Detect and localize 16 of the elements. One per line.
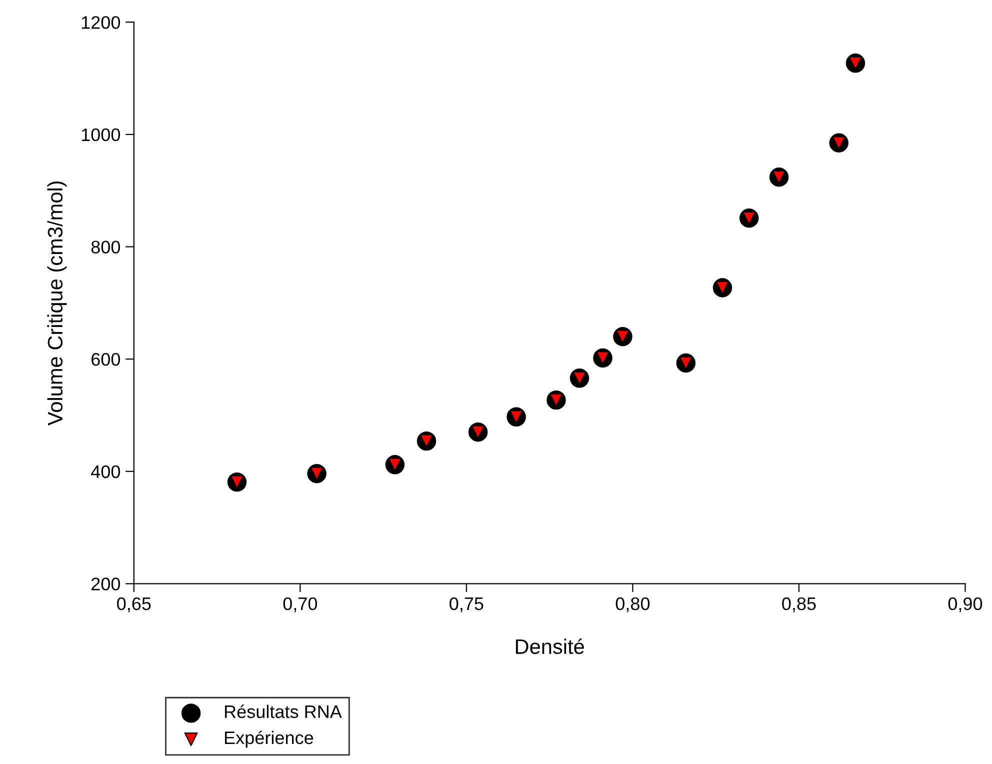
y-tick-label: 200 [92,578,120,590]
x-tick-label: 0,75 [450,597,484,612]
x-tick-label: 0,70 [283,597,318,612]
x-tick-label: 0,85 [782,597,816,612]
y-tick-label: 400 [91,465,120,478]
y-tick-label: 1200 [82,16,120,29]
y-tick-label: 600 [92,353,120,366]
y-tick-label: 1000 [82,128,120,142]
x-tick-label: 0,65 [117,597,151,612]
x-tick-label: 0,90 [948,597,982,612]
y-axis-title: Volume Critique (cm3/mol) [47,181,67,426]
x-tick-label: 0,80 [616,597,650,612]
y-tick-label: 800 [91,240,120,254]
x-axis-title: Densité [516,638,584,654]
legend-label: Résultats RNA [225,704,342,718]
legend-label: Expérience [225,730,314,748]
